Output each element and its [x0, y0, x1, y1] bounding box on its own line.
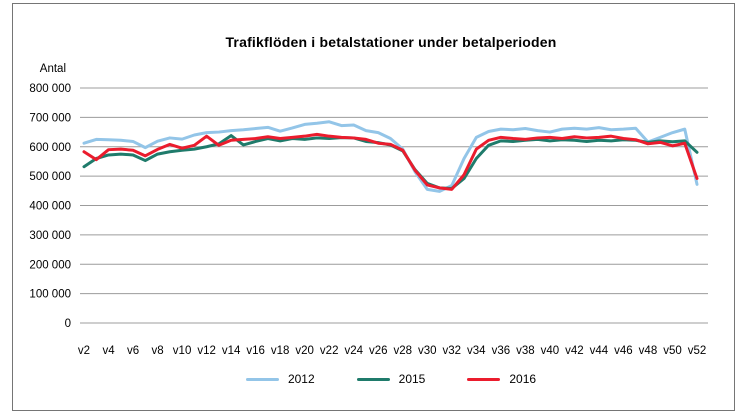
chart-legend: 2012 2015 2016	[84, 372, 698, 386]
x-tick-label: v44	[590, 345, 609, 357]
x-tick-label: v24	[344, 345, 363, 357]
x-tick-label: v12	[197, 345, 216, 357]
x-tick-label: v6	[127, 345, 139, 357]
legend-swatch-2012	[245, 377, 279, 381]
x-tick-label: v22	[320, 345, 339, 357]
legend-item-2012: 2012	[245, 372, 315, 386]
legend-swatch-2015	[356, 377, 390, 381]
y-tick-label: 500 000	[29, 171, 71, 183]
y-tick-label: 100 000	[29, 289, 71, 301]
x-tick-label: v34	[467, 345, 486, 357]
chart-title: Trafikflöden i betalstationer under beta…	[225, 34, 557, 50]
y-tick-label: 300 000	[29, 230, 71, 242]
legend-label-2016: 2016	[509, 372, 537, 386]
x-tick-label: v52	[688, 345, 707, 357]
x-tick-label: v42	[565, 345, 584, 357]
y-axis-title: Antal	[40, 63, 66, 75]
legend-label-2012: 2012	[287, 372, 315, 386]
x-tick-label: v10	[173, 345, 192, 357]
x-tick-label: v28	[393, 345, 412, 357]
y-tick-label: 700 000	[29, 112, 71, 124]
x-tick-label: v48	[639, 345, 658, 357]
x-tick-label: v46	[614, 345, 633, 357]
x-tick-label: v38	[516, 345, 535, 357]
x-tick-label: v20	[295, 345, 314, 357]
legend-swatch-2016	[467, 377, 501, 381]
y-tick-label: 200 000	[29, 259, 71, 271]
x-tick-label: v32	[443, 345, 462, 357]
series-line-2016	[82, 132, 699, 191]
x-tick-label: v30	[418, 345, 437, 357]
x-tick-label: v14	[222, 345, 241, 357]
y-tick-label: 600 000	[29, 142, 71, 154]
chart-frame	[12, 3, 735, 411]
legend-item-2016: 2016	[467, 372, 536, 386]
x-tick-label: v16	[246, 345, 265, 357]
x-tick-label: v40	[541, 345, 560, 357]
x-tick-label: v26	[369, 345, 388, 357]
x-tick-label: v18	[271, 345, 290, 357]
y-tick-label: 0	[65, 318, 71, 330]
legend-label-2015: 2015	[398, 372, 426, 386]
x-tick-label: v36	[492, 345, 511, 357]
x-tick-label: v8	[151, 345, 163, 357]
y-tick-label: 400 000	[29, 201, 71, 213]
series-line-2012	[82, 120, 699, 193]
legend-item-2015: 2015	[356, 372, 426, 386]
x-tick-label: v2	[78, 345, 90, 357]
y-tick-label: 800 000	[29, 83, 71, 95]
x-tick-label: v50	[663, 345, 682, 357]
x-tick-label: v4	[102, 345, 115, 357]
